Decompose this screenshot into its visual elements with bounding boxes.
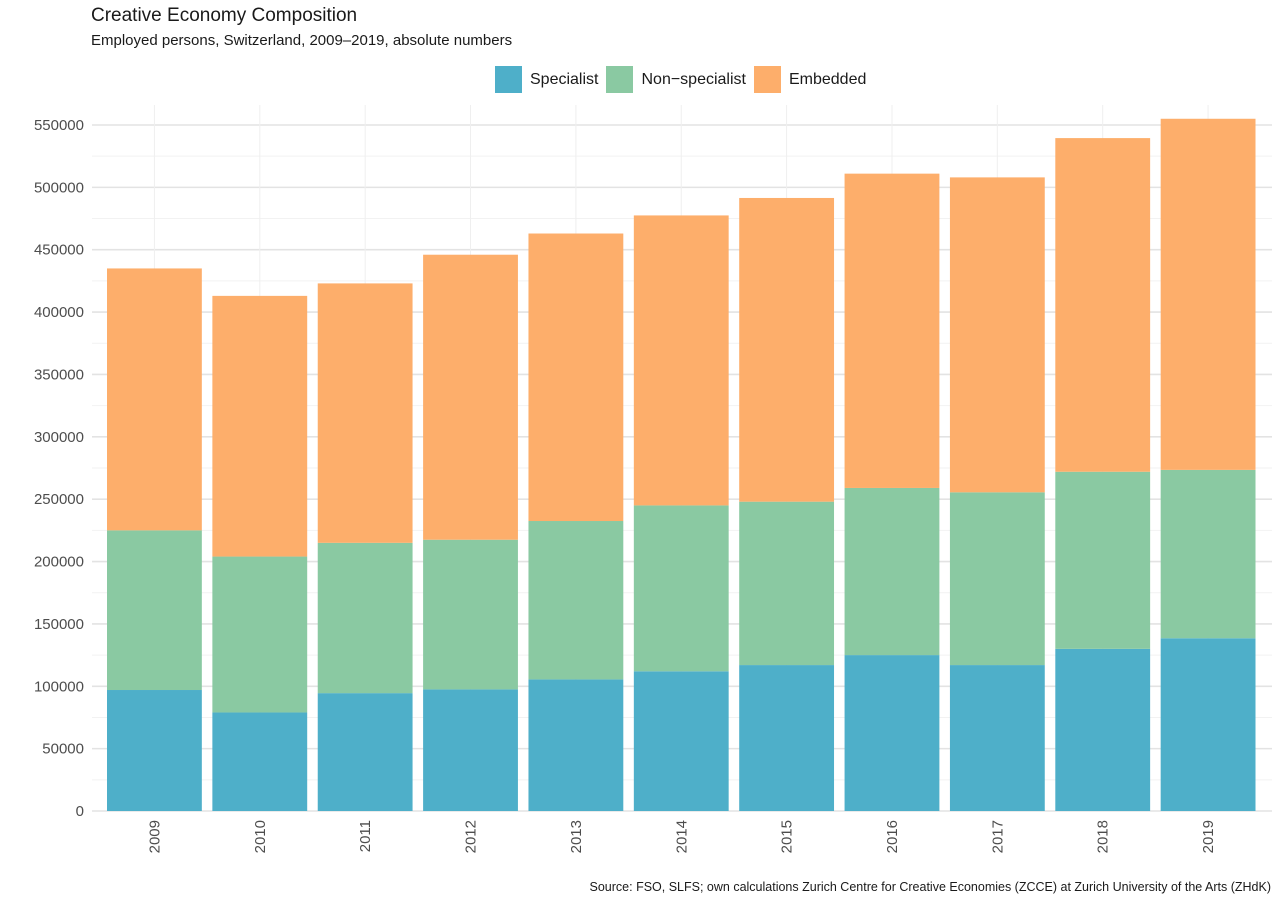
bar-non-specialist-2010 [212, 556, 308, 713]
bar-non-specialist-2011 [317, 542, 413, 694]
y-tick-label: 0 [76, 803, 84, 820]
bar-specialist-2010 [212, 712, 308, 811]
y-tick-label: 500000 [34, 179, 84, 196]
bars [107, 118, 1256, 811]
bar-embedded-2012 [423, 254, 518, 540]
x-tick-label: 2010 [252, 820, 269, 853]
bar-embedded-2015 [739, 197, 835, 502]
bar-embedded-2017 [949, 177, 1045, 493]
legend-item-specialist: Specialist [495, 66, 598, 93]
bar-non-specialist-2018 [1055, 471, 1151, 649]
x-axis-ticks: 2009 2010 2011 2012 2013 2014 2015 2016 2017 2018… [146, 820, 1217, 853]
chart-title: Creative Economy Composition [91, 5, 358, 26]
chart-subtitle: Employed persons, Switzerland, 2009–2019… [91, 32, 513, 49]
bar-embedded-2009 [107, 268, 202, 531]
bar-embedded-2018 [1055, 138, 1151, 472]
y-tick-label: 450000 [34, 242, 84, 259]
bar-specialist-2019 [1160, 638, 1256, 811]
y-tick-label: 150000 [34, 616, 84, 633]
bar-embedded-2016 [844, 173, 940, 488]
bar-non-specialist-2017 [949, 492, 1045, 666]
bar-specialist-2014 [633, 671, 729, 811]
bar-non-specialist-2015 [739, 501, 835, 666]
legend: Specialist Non−specialist Embedded [495, 66, 874, 93]
x-tick-label: 2009 [146, 820, 163, 853]
x-tick-label: 2016 [884, 820, 901, 853]
x-tick-label: 2012 [463, 820, 480, 853]
bar-specialist-2012 [423, 689, 518, 811]
x-tick-label: 2017 [989, 820, 1006, 853]
bar-non-specialist-2014 [633, 505, 729, 672]
bar-specialist-2017 [949, 665, 1045, 811]
x-tick-label: 2013 [568, 820, 585, 853]
x-tick-label: 2011 [357, 820, 374, 852]
bar-embedded-2013 [528, 233, 624, 522]
bar-specialist-2011 [317, 693, 413, 811]
bar-specialist-2018 [1055, 648, 1151, 811]
legend-swatch-specialist [495, 66, 522, 93]
bar-embedded-2010 [212, 295, 308, 557]
y-tick-label: 550000 [34, 117, 84, 134]
bar-specialist-2016 [844, 655, 940, 811]
bar-non-specialist-2019 [1160, 469, 1256, 639]
bar-embedded-2011 [317, 283, 413, 543]
x-tick-label: 2015 [779, 820, 796, 853]
legend-label-specialist: Specialist [530, 70, 599, 88]
bar-embedded-2019 [1160, 118, 1256, 470]
legend-item-non-specialist: Non−specialist [606, 66, 746, 93]
y-tick-label: 350000 [34, 366, 84, 383]
bar-specialist-2015 [739, 665, 835, 811]
legend-swatch-embedded [753, 66, 781, 93]
x-tick-label: 2018 [1095, 820, 1112, 853]
y-axis-ticks: 0 50000 100000 150000 200000 250000 300000 3500… [34, 117, 84, 820]
x-tick-label: 2019 [1200, 820, 1217, 853]
legend-label-embedded: Embedded [788, 70, 867, 88]
bar-non-specialist-2013 [528, 521, 624, 680]
bar-non-specialist-2012 [423, 539, 518, 690]
y-tick-label: 300000 [34, 429, 84, 446]
y-tick-label: 100000 [34, 678, 84, 695]
y-tick-label: 400000 [34, 304, 84, 321]
bar-non-specialist-2016 [844, 487, 940, 656]
bar-embedded-2014 [633, 215, 729, 506]
y-tick-label: 250000 [34, 491, 84, 508]
source-caption: Source: FSO, SLFS; own calculations Zuri… [589, 880, 1271, 894]
legend-label-non-specialist: Non−specialist [641, 70, 746, 88]
bar-specialist-2009 [107, 690, 202, 811]
bar-non-specialist-2009 [107, 530, 202, 691]
x-tick-label: 2014 [673, 820, 690, 853]
y-tick-label: 200000 [34, 554, 84, 571]
bar-specialist-2013 [528, 679, 624, 811]
legend-swatch-non-specialist [606, 66, 634, 93]
y-tick-label: 50000 [42, 741, 84, 758]
legend-item-embedded: Embedded [753, 66, 867, 93]
